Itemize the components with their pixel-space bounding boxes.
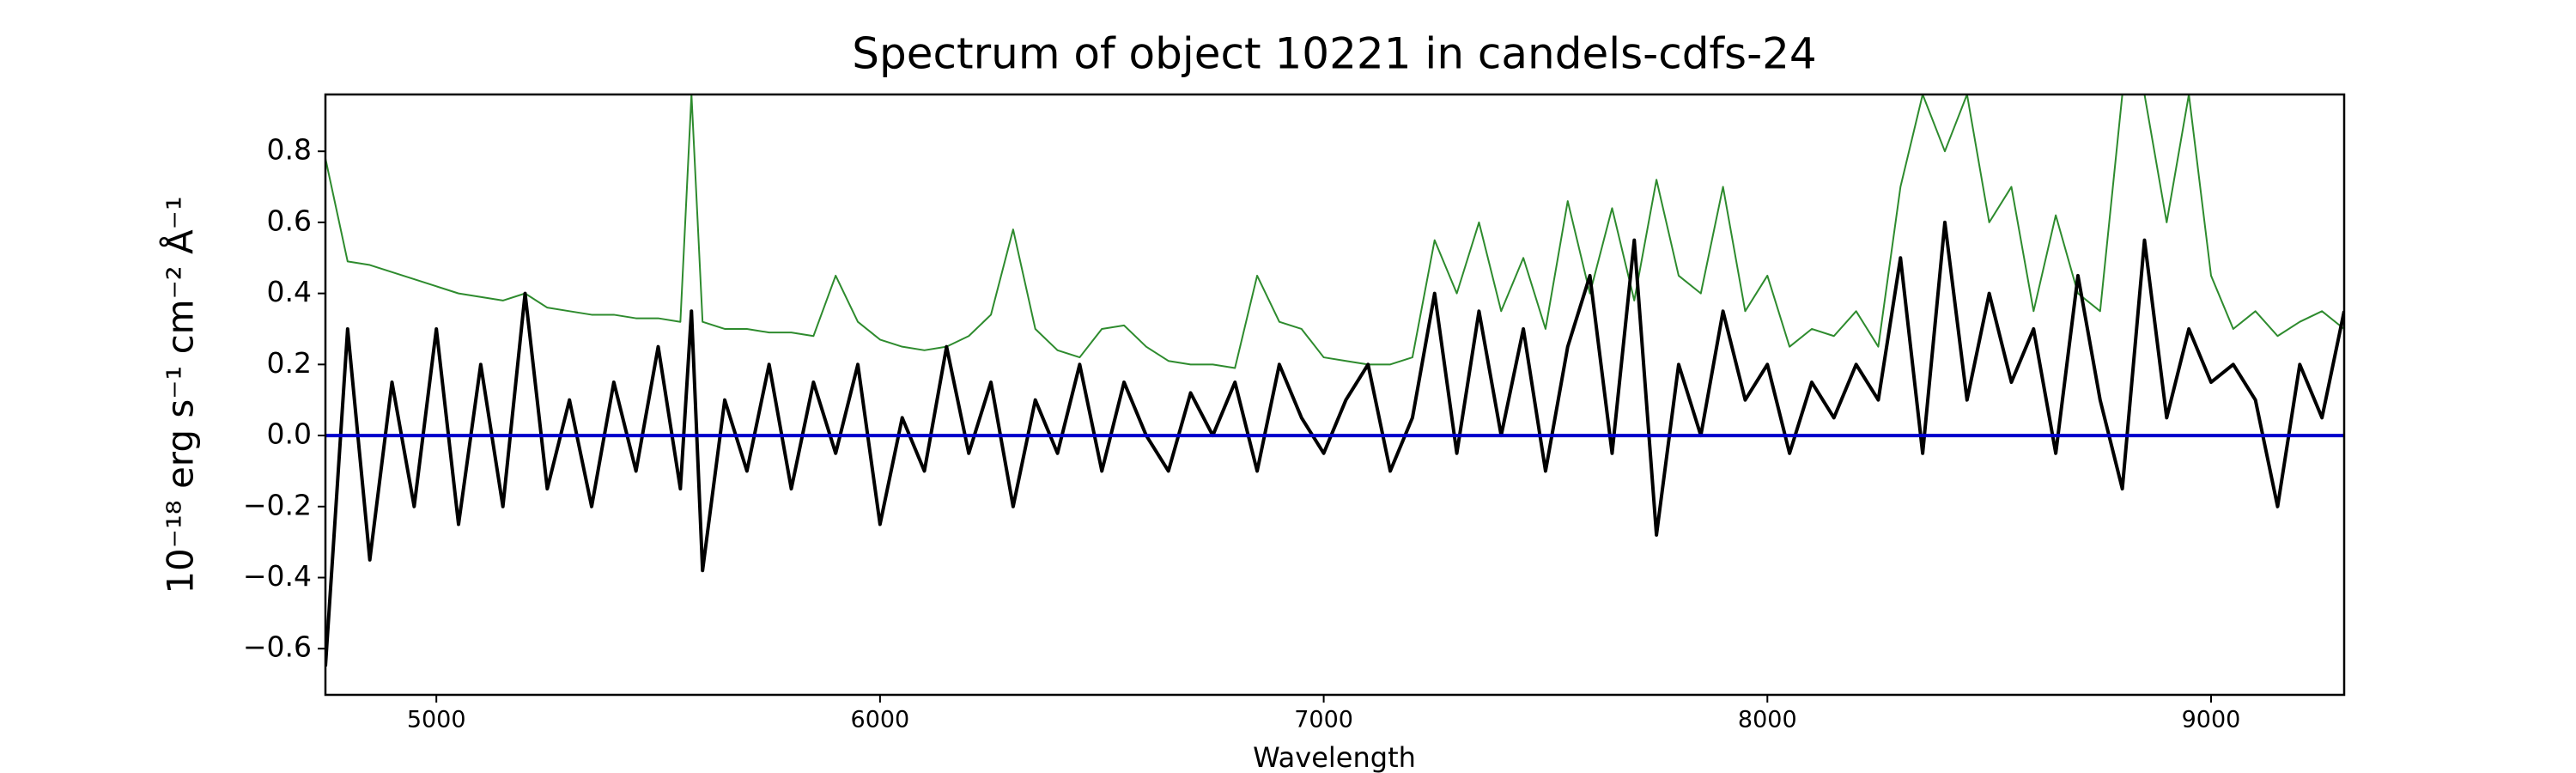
x-tick-label: 9000 [2182,707,2241,733]
spectrum-line [325,94,2344,369]
y-tick-label: 0.4 [267,275,312,308]
y-tick-label: 0.0 [267,417,312,451]
y-tick-label: 0.6 [267,204,312,237]
x-tick-label: 8000 [1738,707,1797,733]
plot-area [325,94,2344,667]
y-tick-label: −0.2 [243,488,312,521]
x-tick-label: 6000 [851,707,910,733]
x-tick-label: 5000 [407,707,466,733]
y-tick-label: −0.6 [243,630,312,664]
x-axis-label: Wavelength [1253,741,1416,773]
y-tick-label: 0.8 [267,133,312,167]
y-axis-label: 10⁻¹⁸ erg s⁻¹ cm⁻² Å⁻¹ [159,196,202,593]
y-tick-label: −0.4 [243,559,312,593]
chart-title: Spectrum of object 10221 in candels-cdfs… [852,29,1817,79]
axes-frame [324,93,2346,697]
x-tick-label: 7000 [1294,707,1353,733]
spectrum-line [325,220,2344,667]
y-tick-label: 0.2 [267,346,312,380]
